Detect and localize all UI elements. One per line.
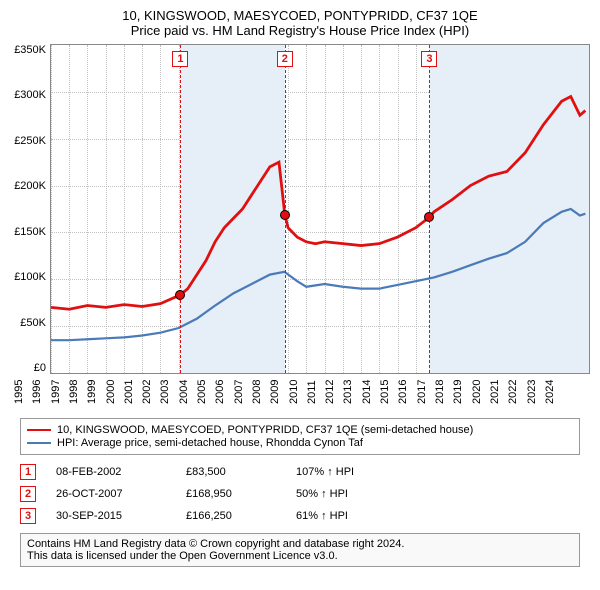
x-tick: 2009 [269,380,281,404]
x-tick: 2010 [288,380,300,404]
event-marker-box: 2 [277,51,293,67]
sale-row: 1 08-FEB-2002 £83,500 107% ↑ HPI [20,461,580,483]
x-tick: 2017 [416,380,428,404]
event-marker-box: 3 [421,51,437,67]
chart-subtitle: Price paid vs. HM Land Registry's House … [10,23,590,38]
y-tick: £250K [14,135,46,147]
x-axis-wrap: 1995 1996 1997 1998 1999 2000 2001 2002 2003 2004… [10,374,590,414]
x-tick: 2022 [507,380,519,404]
event-dot [175,290,185,300]
x-tick: 2007 [233,380,245,404]
x-tick: 2000 [105,380,117,404]
plot-area: 1 2 3 [50,44,590,374]
legend-box: 10, KINGSWOOD, MAESYCOED, PONTYPRIDD, CF… [20,418,580,455]
footer-line: This data is licensed under the Open Gov… [27,550,573,562]
x-tick: 2005 [196,380,208,404]
x-tick: 1999 [86,380,98,404]
legend-label: 10, KINGSWOOD, MAESYCOED, PONTYPRIDD, CF… [57,424,473,436]
sale-date: 08-FEB-2002 [56,466,166,478]
event-vline [180,45,181,373]
y-tick: £0 [34,362,46,374]
chart-row: £350K £300K £250K £200K £150K £100K £50K… [10,44,590,374]
x-tick: 2003 [159,380,171,404]
x-tick: 1996 [31,380,43,404]
sale-row: 3 30-SEP-2015 £166,250 61% ↑ HPI [20,505,580,527]
y-tick: £100K [14,271,46,283]
y-tick: £300K [14,89,46,101]
event-dot [424,212,434,222]
y-tick: £150K [14,226,46,238]
x-tick: 2024 [544,380,556,404]
x-tick: 2001 [123,380,135,404]
x-tick: 2020 [471,380,483,404]
y-tick: £350K [14,44,46,56]
sale-date: 26-OCT-2007 [56,488,166,500]
legend-label: HPI: Average price, semi-detached house,… [57,437,363,449]
x-tick: 2014 [361,380,373,404]
x-tick: 2011 [306,380,318,404]
footer-line: Contains HM Land Registry data © Crown c… [27,538,573,550]
series-line-property [51,97,585,310]
footer-attribution: Contains HM Land Registry data © Crown c… [20,533,580,567]
x-tick: 2023 [526,380,538,404]
x-tick: 2015 [379,380,391,404]
x-tick: 1997 [50,380,62,404]
y-tick: £200K [14,180,46,192]
x-tick: 2012 [324,380,336,404]
legend-item: HPI: Average price, semi-detached house,… [27,437,573,449]
x-tick: 2006 [214,380,226,404]
x-tick: 2016 [397,380,409,404]
sale-date: 30-SEP-2015 [56,510,166,522]
sale-price: £166,250 [186,510,276,522]
x-tick: 1995 [13,380,25,404]
x-tick: 2002 [141,380,153,404]
event-marker-box: 1 [172,51,188,67]
series-line-hpi [51,209,585,340]
event-vline [429,45,430,373]
x-tick: 2008 [251,380,263,404]
line-series-svg [51,45,589,373]
x-tick: 2021 [489,380,501,404]
sale-trend: 61% ↑ HPI [296,510,580,522]
sale-marker: 1 [20,464,36,480]
x-tick: 2019 [452,380,464,404]
sale-price: £83,500 [186,466,276,478]
sale-trend: 107% ↑ HPI [296,466,580,478]
sales-table: 1 08-FEB-2002 £83,500 107% ↑ HPI 2 26-OC… [20,461,580,527]
sale-row: 2 26-OCT-2007 £168,950 50% ↑ HPI [20,483,580,505]
x-tick: 2013 [342,380,354,404]
x-tick: 1998 [68,380,80,404]
chart-title: 10, KINGSWOOD, MAESYCOED, PONTYPRIDD, CF… [10,8,590,23]
y-tick: £50K [20,317,46,329]
chart-container: 10, KINGSWOOD, MAESYCOED, PONTYPRIDD, CF… [0,0,600,590]
legend-item: 10, KINGSWOOD, MAESYCOED, PONTYPRIDD, CF… [27,424,573,436]
event-dot [280,210,290,220]
sale-marker: 2 [20,486,36,502]
legend-swatch [27,429,51,431]
y-axis: £350K £300K £250K £200K £150K £100K £50K… [10,44,50,374]
sale-trend: 50% ↑ HPI [296,488,580,500]
sale-marker: 3 [20,508,36,524]
x-tick: 2018 [434,380,446,404]
sale-price: £168,950 [186,488,276,500]
legend-swatch [27,442,51,444]
x-tick: 2004 [178,380,190,404]
